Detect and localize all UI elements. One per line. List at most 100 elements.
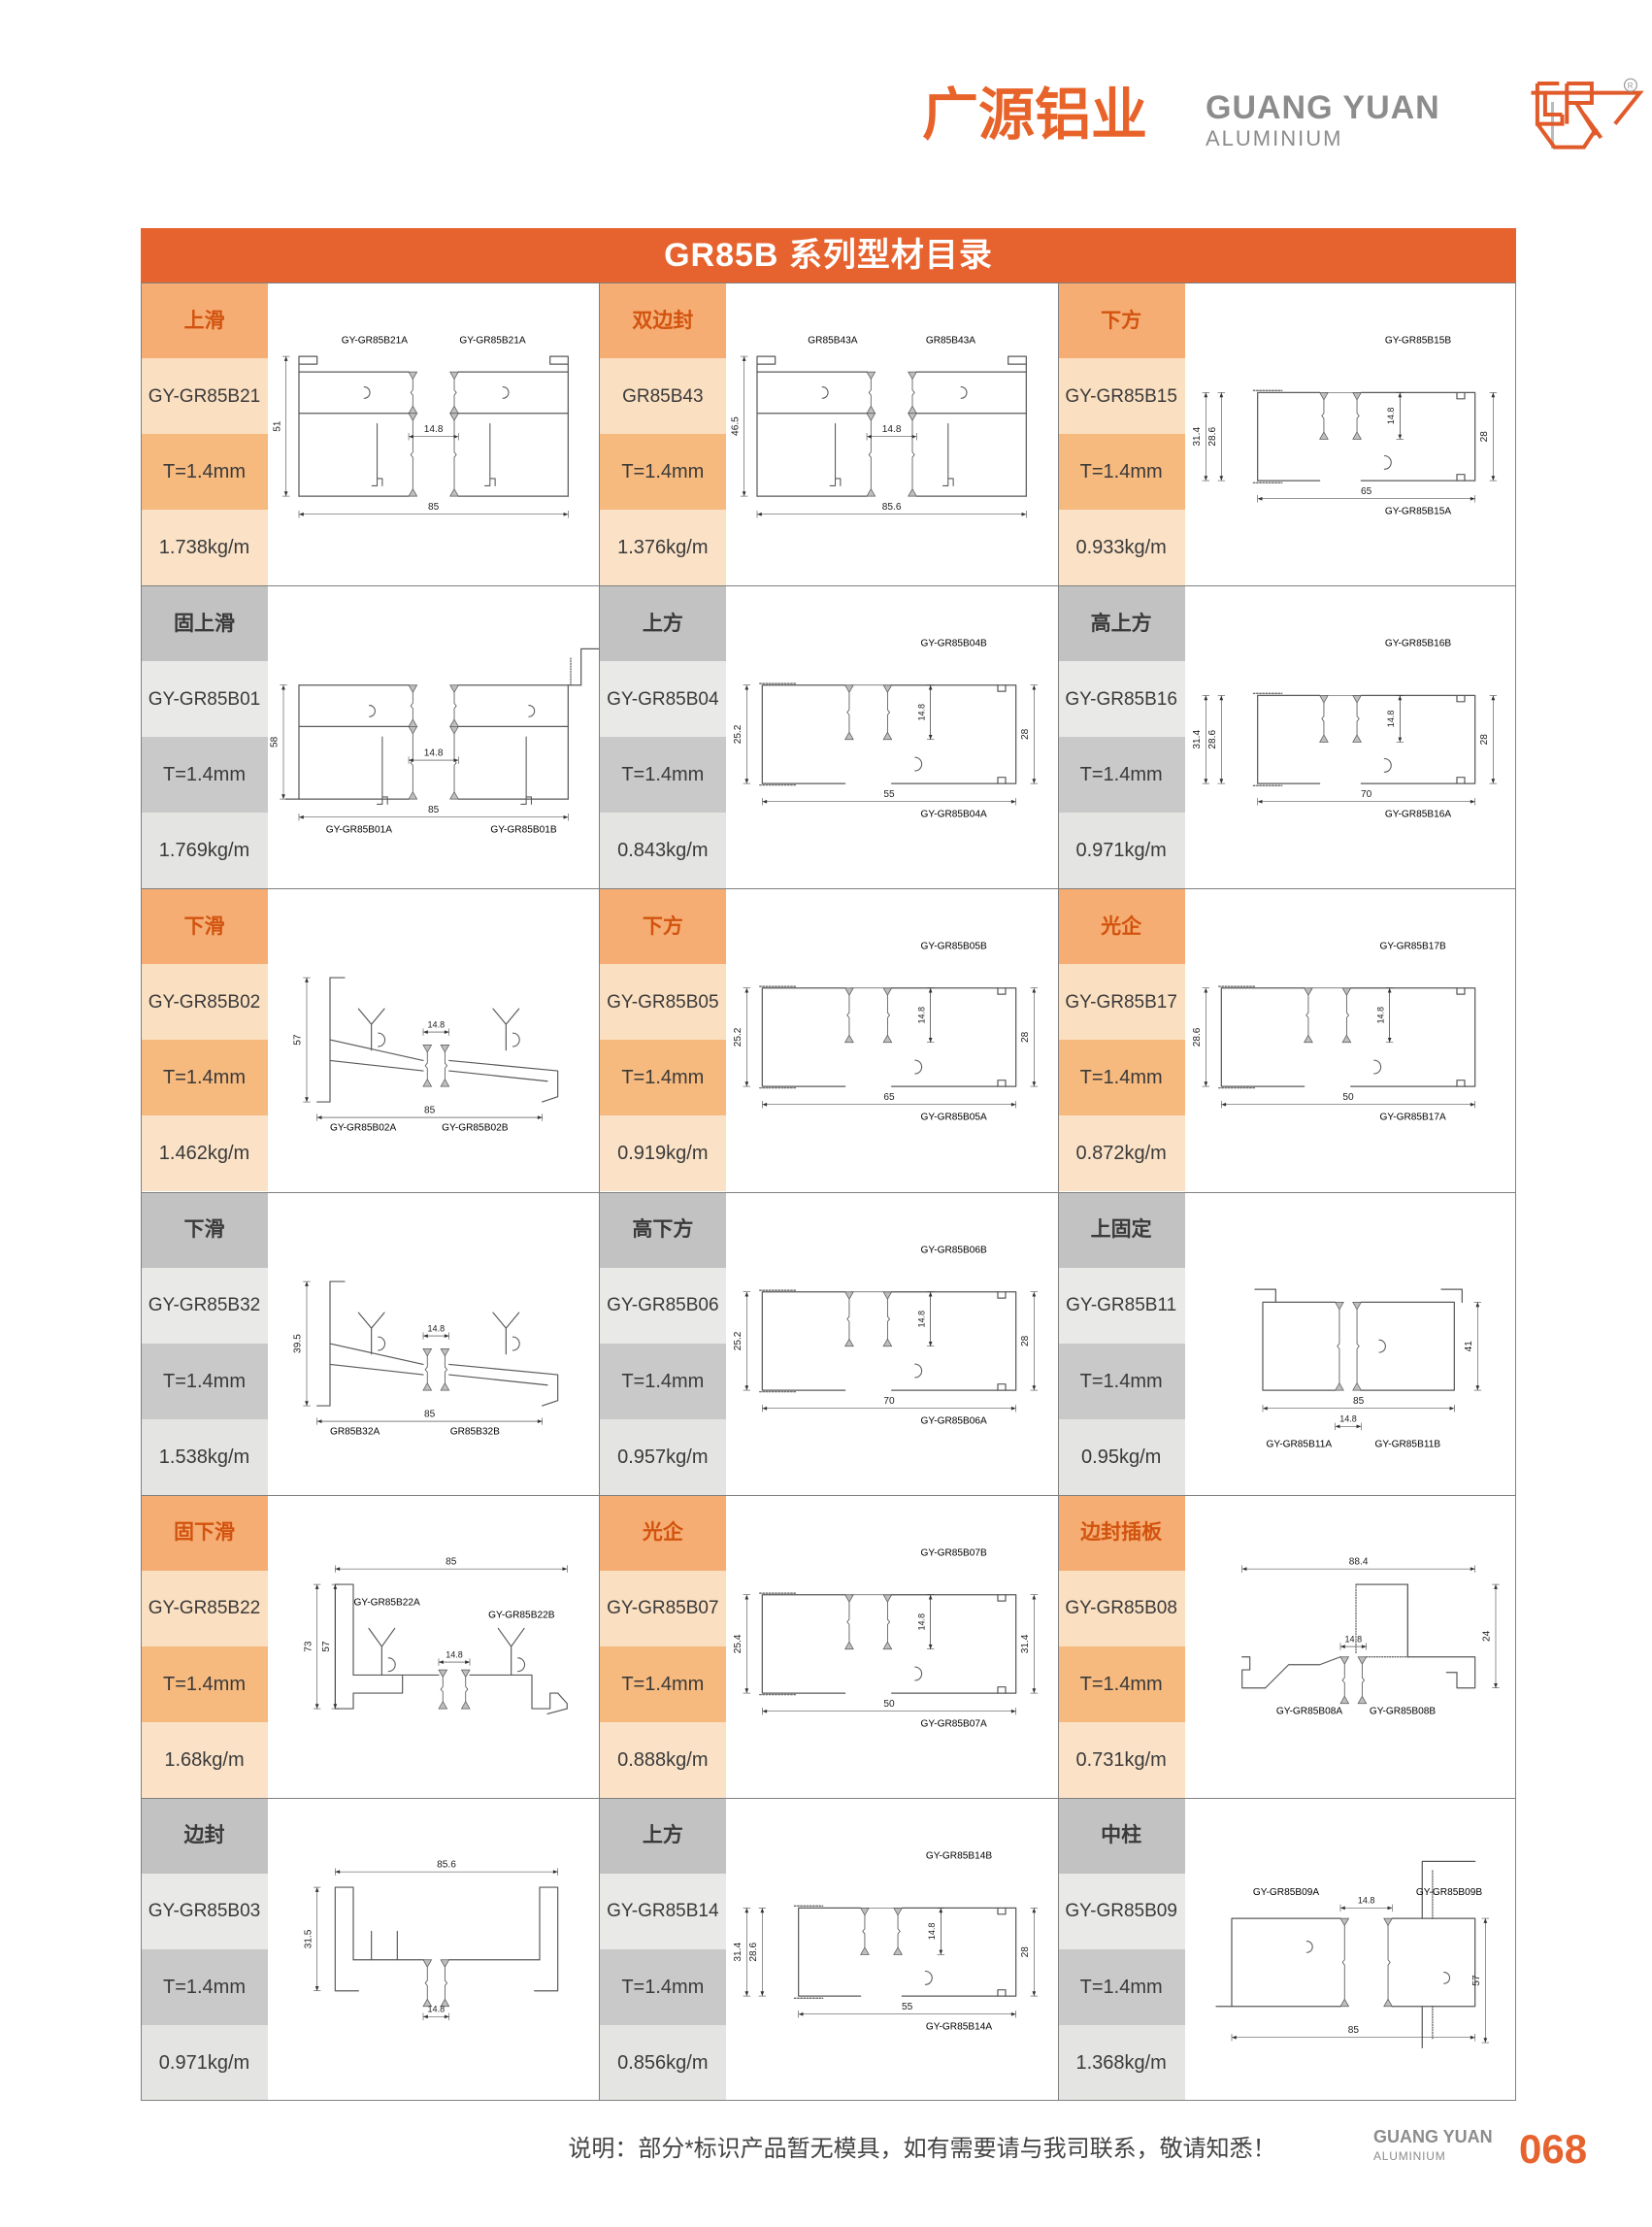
svg-text:25.4: 25.4 [733, 1634, 743, 1653]
svg-text:GUANG YUAN: GUANG YUAN [1206, 89, 1440, 126]
svg-text:068: 068 [1519, 2126, 1587, 2172]
svg-text:28.6: 28.6 [1207, 730, 1218, 749]
svg-text:28.6: 28.6 [1207, 427, 1218, 447]
svg-text:28: 28 [1020, 1032, 1031, 1044]
svg-text:GR85B43A: GR85B43A [926, 336, 975, 347]
svg-text:57: 57 [321, 1641, 332, 1652]
svg-text:GY-GR85B05A: GY-GR85B05A [921, 1113, 988, 1123]
svg-text:73: 73 [303, 1641, 314, 1652]
svg-text:65: 65 [884, 1092, 896, 1103]
svg-text:GY-GR85B14B: GY-GR85B14B [926, 1851, 993, 1862]
svg-text:88.4: 88.4 [1348, 1556, 1368, 1567]
svg-text:GY-GR85B02B: GY-GR85B02B [442, 1123, 509, 1134]
svg-text:31.4: 31.4 [733, 1942, 743, 1961]
svg-text:70: 70 [884, 1395, 896, 1406]
svg-text:GY-GR85B08A: GY-GR85B08A [1276, 1706, 1343, 1716]
svg-text:14.8: 14.8 [428, 1323, 446, 1333]
svg-text:GY-GR85B01B: GY-GR85B01B [490, 825, 557, 836]
svg-text:GY-GR85B08B: GY-GR85B08B [1370, 1706, 1437, 1716]
svg-text:55: 55 [902, 2002, 913, 2012]
svg-text:65: 65 [1361, 486, 1372, 497]
svg-text:ALUMINIUM: ALUMINIUM [1373, 2149, 1446, 2163]
svg-text:14.8: 14.8 [1344, 1634, 1362, 1644]
svg-text:28: 28 [1479, 734, 1490, 746]
svg-text:14.8: 14.8 [1339, 1413, 1357, 1423]
svg-text:14.8: 14.8 [882, 424, 902, 435]
svg-text:GY-GR85B05B: GY-GR85B05B [921, 942, 988, 952]
svg-text:GY-GR85B17A: GY-GR85B17A [1379, 1113, 1446, 1123]
svg-text:14.8: 14.8 [446, 1649, 463, 1659]
svg-text:GY-GR85B02A: GY-GR85B02A [330, 1123, 397, 1134]
svg-text:GR85B32B: GR85B32B [450, 1426, 500, 1437]
svg-text:GY-GR85B11B: GY-GR85B11B [1374, 1439, 1440, 1449]
svg-text:R: R [1628, 82, 1634, 90]
svg-text:GY-GR85B22B: GY-GR85B22B [488, 1610, 555, 1620]
svg-text:85: 85 [428, 502, 440, 513]
svg-text:14.8: 14.8 [1386, 711, 1396, 728]
svg-text:GY-GR85B17B: GY-GR85B17B [1379, 942, 1446, 952]
svg-text:51: 51 [272, 420, 282, 432]
svg-text:85: 85 [428, 805, 440, 815]
svg-text:GY-GR85B22A: GY-GR85B22A [354, 1597, 421, 1608]
svg-text:50: 50 [884, 1699, 896, 1710]
svg-text:50: 50 [1342, 1092, 1354, 1103]
svg-text:85: 85 [424, 1106, 436, 1116]
svg-text:46.5: 46.5 [731, 416, 742, 436]
svg-text:GY-GR85B04A: GY-GR85B04A [921, 810, 988, 820]
svg-text:14.8: 14.8 [1375, 1007, 1385, 1024]
svg-text:GY-GR85B14A: GY-GR85B14A [926, 2022, 993, 2033]
svg-text:14.8: 14.8 [424, 424, 444, 435]
svg-text:57: 57 [293, 1034, 304, 1046]
svg-text:85: 85 [424, 1409, 436, 1419]
svg-text:39.5: 39.5 [293, 1333, 304, 1352]
svg-text:14.8: 14.8 [1386, 408, 1396, 425]
svg-text:ALUMINIUM: ALUMINIUM [1206, 126, 1342, 150]
svg-text:GY-GR85B06B: GY-GR85B06B [921, 1245, 988, 1255]
svg-text:GY-GR85B16A: GY-GR85B16A [1385, 810, 1452, 820]
svg-text:GY-GR85B15A: GY-GR85B15A [1385, 507, 1452, 517]
svg-text:GY-GR85B16B: GY-GR85B16B [1385, 639, 1452, 649]
svg-text:GY-GR85B01A: GY-GR85B01A [326, 825, 393, 836]
svg-text:14.8: 14.8 [428, 2004, 446, 2013]
svg-text:31.5: 31.5 [303, 1929, 314, 1948]
svg-text:14.8: 14.8 [917, 704, 927, 721]
svg-text:28: 28 [1479, 431, 1490, 443]
svg-text:GY-GR85B07A: GY-GR85B07A [921, 1718, 988, 1729]
svg-text:28: 28 [1020, 729, 1031, 741]
svg-text:28.6: 28.6 [1192, 1028, 1203, 1047]
svg-text:GY-GR85B09A: GY-GR85B09A [1253, 1887, 1320, 1898]
svg-text:28.6: 28.6 [748, 1942, 759, 1961]
svg-text:GY-GR85B15B: GY-GR85B15B [1385, 336, 1452, 347]
svg-text:GY-GR85B09B: GY-GR85B09B [1416, 1887, 1483, 1898]
svg-text:28: 28 [1020, 1335, 1031, 1346]
svg-text:85: 85 [1353, 1395, 1365, 1406]
svg-text:41: 41 [1464, 1340, 1474, 1351]
svg-text:25.2: 25.2 [733, 724, 743, 744]
svg-text:28: 28 [1020, 1946, 1031, 1958]
svg-text:GY-GR85B04B: GY-GR85B04B [921, 639, 988, 649]
svg-text:14.8: 14.8 [917, 1310, 927, 1327]
svg-text:14.8: 14.8 [917, 1613, 927, 1631]
svg-text:GR85B32A: GR85B32A [330, 1426, 380, 1437]
svg-text:14.8: 14.8 [917, 1007, 927, 1024]
svg-text:31.4: 31.4 [1192, 730, 1203, 749]
svg-text:14.8: 14.8 [428, 1020, 446, 1030]
svg-text:GY-GR85B21A: GY-GR85B21A [459, 336, 526, 347]
svg-text:广源铝业: 广源铝业 [922, 83, 1147, 147]
svg-text:25.2: 25.2 [733, 1028, 743, 1047]
svg-text:14.8: 14.8 [927, 1922, 937, 1940]
svg-text:GY-GR85B07B: GY-GR85B07B [921, 1547, 988, 1558]
svg-text:58: 58 [270, 737, 281, 748]
svg-text:85.6: 85.6 [437, 1859, 456, 1870]
svg-text:GR85B43A: GR85B43A [809, 336, 858, 347]
svg-text:GY-GR85B21A: GY-GR85B21A [342, 336, 409, 347]
svg-text:GY-GR85B06A: GY-GR85B06A [921, 1415, 988, 1426]
svg-text:31.4: 31.4 [1020, 1634, 1031, 1653]
svg-text:55: 55 [884, 789, 896, 800]
svg-text:24: 24 [1481, 1630, 1492, 1642]
svg-text:85: 85 [446, 1556, 457, 1567]
svg-text:14.8: 14.8 [424, 748, 444, 758]
svg-text:57: 57 [1471, 1975, 1482, 1986]
svg-text:GY-GR85B11A: GY-GR85B11A [1266, 1439, 1332, 1449]
svg-text:31.4: 31.4 [1192, 427, 1203, 447]
